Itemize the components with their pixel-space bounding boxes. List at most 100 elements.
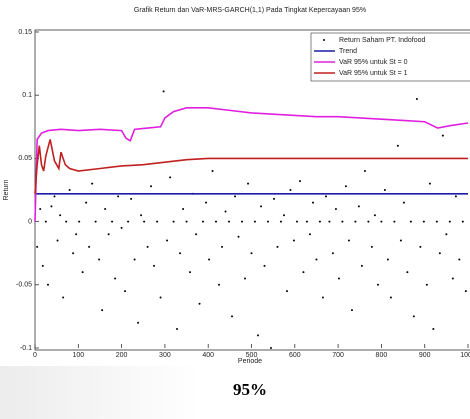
point — [396, 144, 399, 147]
point — [337, 277, 340, 280]
point — [334, 207, 337, 210]
x-tick-label: 400 — [202, 352, 214, 359]
point — [104, 207, 107, 210]
legend-label: Trend — [339, 48, 357, 55]
point — [195, 233, 198, 236]
point — [221, 245, 224, 248]
point — [451, 277, 454, 280]
point — [114, 277, 117, 280]
point — [98, 258, 101, 261]
series-line — [34, 139, 468, 194]
point — [156, 220, 159, 223]
point — [59, 214, 62, 217]
point — [321, 296, 324, 299]
point — [65, 220, 68, 223]
shade — [0, 366, 200, 419]
point — [347, 239, 350, 242]
point — [198, 302, 201, 305]
point — [153, 264, 156, 267]
point — [360, 264, 363, 267]
point — [373, 214, 376, 217]
series-line — [34, 107, 469, 222]
point — [72, 252, 75, 255]
point — [185, 220, 188, 223]
point — [166, 239, 169, 242]
point — [75, 233, 78, 236]
point — [315, 258, 318, 261]
point — [94, 220, 97, 223]
point — [425, 283, 428, 286]
x-tick-label: 200 — [116, 352, 128, 359]
point — [68, 189, 71, 191]
point — [237, 235, 240, 238]
point — [124, 290, 127, 293]
y-tick-label: -0.1 — [20, 345, 32, 352]
point — [53, 195, 56, 198]
chart: Grafik Return dan VaR-MRS-GARCH(1,1) Pad… — [3, 7, 470, 365]
point — [176, 328, 179, 331]
point — [328, 220, 331, 223]
point — [302, 271, 305, 274]
point — [376, 283, 379, 286]
point — [130, 197, 133, 200]
point — [399, 239, 402, 242]
point — [182, 207, 185, 210]
point — [363, 170, 366, 173]
point — [282, 214, 285, 217]
point — [214, 220, 217, 223]
point — [111, 220, 114, 223]
point — [461, 220, 464, 223]
point — [107, 233, 110, 236]
point — [91, 182, 94, 185]
point — [253, 220, 256, 223]
point — [247, 182, 250, 185]
point — [289, 189, 292, 191]
point — [240, 220, 243, 223]
point — [172, 220, 175, 223]
point — [50, 205, 53, 208]
point — [458, 258, 461, 261]
point — [39, 207, 42, 210]
point — [393, 220, 396, 223]
y-axis-label: Return — [3, 179, 10, 200]
point — [263, 264, 266, 267]
point — [133, 258, 136, 261]
point — [279, 220, 282, 223]
point — [344, 185, 347, 188]
point — [445, 233, 448, 236]
chart-title: Grafik Return dan VaR-MRS-GARCH(1,1) Pad… — [134, 7, 366, 14]
point — [146, 245, 149, 248]
point — [412, 315, 415, 318]
point — [435, 220, 438, 223]
point — [88, 245, 91, 248]
point — [101, 309, 104, 312]
point — [41, 264, 44, 267]
point — [46, 283, 49, 286]
point — [208, 258, 211, 261]
y-tick-label: 0.1 — [22, 92, 32, 99]
point — [406, 271, 409, 274]
point — [292, 239, 295, 242]
legend-label: VaR 95% untuk St = 1 — [339, 70, 408, 77]
point — [234, 195, 237, 198]
point — [244, 277, 247, 280]
point — [438, 252, 441, 255]
plot-area — [34, 29, 470, 351]
point — [350, 309, 353, 312]
point — [169, 176, 172, 179]
point — [211, 170, 214, 173]
y-tick-label: -0.05 — [16, 282, 32, 289]
legend-label: Return Saham PT. Indofood — [339, 37, 425, 44]
point — [308, 233, 311, 236]
point — [137, 321, 140, 324]
x-tick-label: 900 — [419, 352, 431, 359]
point — [422, 220, 425, 223]
point — [78, 220, 81, 223]
caption: 95% — [233, 380, 267, 399]
point — [298, 180, 301, 183]
point — [318, 220, 321, 223]
point — [117, 195, 120, 198]
point — [36, 245, 39, 248]
point — [189, 271, 192, 274]
